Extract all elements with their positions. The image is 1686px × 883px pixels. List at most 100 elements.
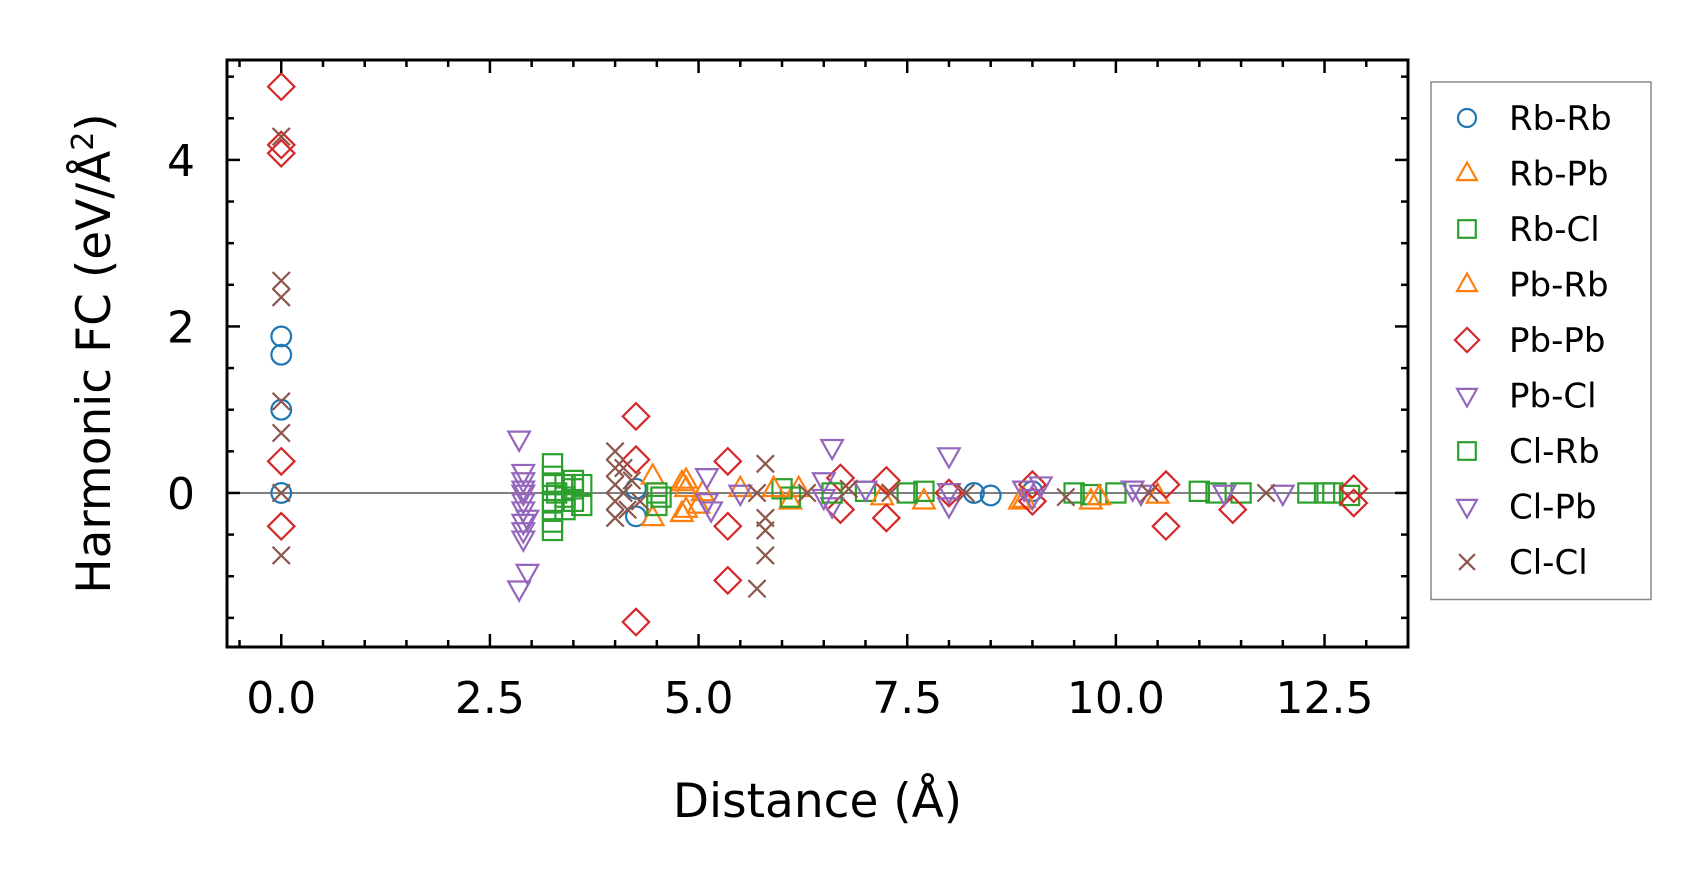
data-point <box>554 473 576 496</box>
data-point <box>821 482 843 504</box>
legend-marker <box>1457 441 1477 461</box>
data-point <box>936 447 962 470</box>
data-point <box>913 480 935 502</box>
legend-marker <box>1457 219 1477 239</box>
data-point <box>1078 487 1104 510</box>
data-point <box>605 458 625 478</box>
data-point <box>819 438 845 462</box>
tick-labels: 0.0 2.5 5.0 7.5 10.0 12.5 0 2 4 <box>167 136 1374 724</box>
data-point <box>797 483 817 503</box>
data-point <box>605 508 625 528</box>
data-point <box>562 478 585 500</box>
data-point <box>694 468 720 491</box>
y-axis-title-main: Harmonic FC (eV/Å <box>67 151 122 594</box>
data-point <box>541 473 564 496</box>
data-point <box>510 472 536 495</box>
data-point <box>881 483 900 503</box>
data-point <box>1105 482 1127 504</box>
data-point <box>1338 488 1369 518</box>
x-axis-title: Distance (Å) <box>673 774 962 829</box>
data-point <box>1119 480 1146 504</box>
data-point <box>871 465 902 496</box>
data-point <box>650 486 672 508</box>
data-point <box>871 503 902 533</box>
legend-item: Rb-Pb <box>1455 155 1609 195</box>
legend-label: Rb-Pb <box>1509 155 1609 195</box>
data-point <box>1139 483 1159 503</box>
data-point <box>1028 476 1054 499</box>
data-point <box>713 511 743 542</box>
data-point <box>819 497 845 520</box>
data-point <box>271 483 291 503</box>
data-point <box>506 430 532 454</box>
legend-item: Pb-Cl <box>1455 377 1597 417</box>
data-point <box>852 480 879 504</box>
data-point <box>541 519 564 542</box>
data-point <box>266 130 297 160</box>
data-point <box>618 500 638 520</box>
series-cl-pb <box>510 480 1238 533</box>
data-point <box>621 401 651 432</box>
data-point <box>266 138 297 169</box>
legend-marker <box>1458 553 1476 571</box>
data-point <box>811 488 837 512</box>
data-point <box>510 463 536 487</box>
data-point <box>271 423 291 443</box>
data-point <box>1019 488 1046 512</box>
legend-item: Pb-Pb <box>1453 321 1605 361</box>
data-point <box>510 492 536 516</box>
legend-label: Pb-Rb <box>1509 266 1609 306</box>
legend-box <box>1430 81 1652 601</box>
data-point <box>673 495 699 518</box>
data-point <box>630 491 650 511</box>
data-point <box>1270 484 1296 508</box>
legend-label: Rb-Cl <box>1509 210 1600 250</box>
data-point <box>554 486 576 508</box>
y-tick-label: 2 <box>167 302 195 353</box>
data-point <box>605 441 625 461</box>
data-point <box>825 494 856 525</box>
data-point <box>510 480 536 504</box>
data-point <box>713 446 743 477</box>
data-point <box>562 490 585 512</box>
x-tick-label: 12.5 <box>1276 673 1374 724</box>
data-point <box>786 474 812 498</box>
x-tick-label: 7.5 <box>872 673 942 724</box>
data-point <box>270 343 293 366</box>
series-cl-rb <box>545 478 1336 508</box>
legend-item: Rb-Rb <box>1456 99 1612 139</box>
data-point <box>1338 474 1369 504</box>
data-point <box>747 483 767 503</box>
y-tick-label: 4 <box>167 136 195 187</box>
data-point <box>727 484 753 508</box>
legend-marker <box>1453 326 1481 354</box>
data-point <box>271 391 291 411</box>
data-point <box>1313 482 1336 504</box>
data-point <box>270 482 293 504</box>
data-point <box>614 483 633 503</box>
legend-item: Cl-Pb <box>1455 488 1597 528</box>
data-point <box>1144 481 1171 504</box>
data-point <box>690 478 716 502</box>
legend-marker <box>1456 107 1478 129</box>
legend-label: Pb-Pb <box>1509 321 1605 361</box>
data-point <box>271 271 291 291</box>
data-point <box>541 453 564 475</box>
data-point <box>698 501 724 524</box>
data-point <box>911 487 937 510</box>
legend-item: Cl-Rb <box>1457 432 1600 472</box>
legend-label: Cl-Pb <box>1509 488 1597 528</box>
data-point <box>771 478 793 500</box>
y-axis-title: Harmonic FC (eV/Å2) <box>66 113 123 593</box>
plot-frame <box>225 58 1410 649</box>
data-point <box>1017 469 1048 500</box>
legend-label: Pb-Cl <box>1509 377 1597 417</box>
data-point <box>936 482 962 506</box>
data-point <box>839 479 859 499</box>
series-cl-cl <box>271 127 1276 599</box>
data-point <box>571 473 593 496</box>
data-point <box>755 545 775 565</box>
data-point <box>571 494 593 517</box>
axis-ticks <box>227 60 1410 647</box>
